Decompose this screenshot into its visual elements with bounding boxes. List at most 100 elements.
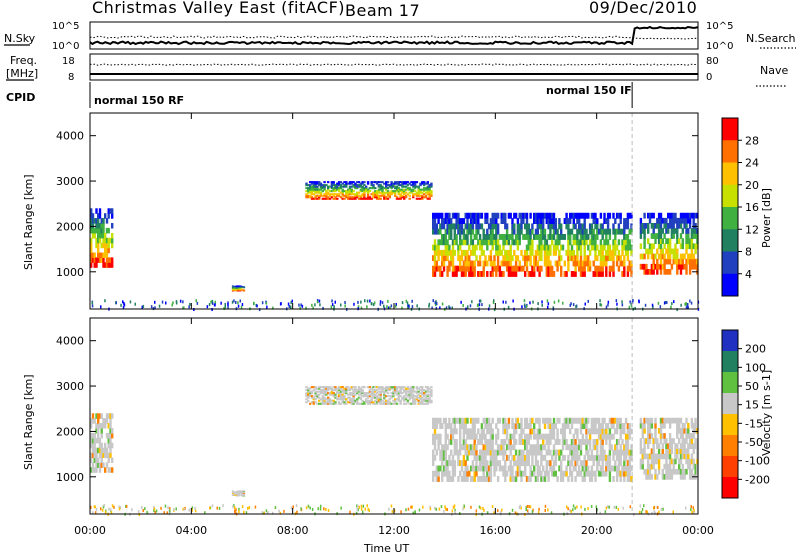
heatmap-cell xyxy=(455,265,458,272)
heatmap-cell xyxy=(667,463,670,470)
heatmap-cell xyxy=(321,187,324,190)
heatmap-cell xyxy=(477,417,480,424)
heatmap-cell xyxy=(227,301,229,305)
heatmap-cell xyxy=(478,223,482,230)
heatmap-cell xyxy=(478,239,482,246)
heatmap-cell xyxy=(105,247,109,254)
heatmap-cell xyxy=(437,218,440,224)
heatmap-cell xyxy=(491,433,494,440)
heatmap-cell xyxy=(690,238,694,244)
heatmap-cell xyxy=(608,428,612,435)
heatmap-cell xyxy=(314,187,317,190)
heatmap-cell xyxy=(397,191,400,194)
heatmap-cell xyxy=(363,395,366,398)
heatmap-cell xyxy=(681,443,684,449)
heatmap-cell xyxy=(643,212,646,219)
heatmap-cell xyxy=(473,428,476,435)
heatmap-cell xyxy=(610,423,613,429)
heatmap-cell xyxy=(370,187,373,190)
colorbar-swatch xyxy=(722,372,738,394)
heatmap-cell xyxy=(432,223,435,230)
heatmap-cell xyxy=(585,444,588,451)
heatmap-cell xyxy=(394,185,397,188)
heatmap-cell xyxy=(601,417,604,424)
heatmap-cell xyxy=(554,228,557,235)
heatmap-cell xyxy=(520,454,523,461)
heatmap-cell xyxy=(448,234,451,240)
heatmap-cell xyxy=(678,223,681,229)
heatmap-cell xyxy=(518,505,521,509)
heatmap-cell xyxy=(426,390,429,393)
heatmap-cell xyxy=(509,234,512,240)
heatmap-cell xyxy=(307,187,310,190)
heatmap-cell xyxy=(543,417,547,424)
heatmap-cell xyxy=(596,228,599,235)
heatmap-cell xyxy=(473,449,476,456)
heatmap-cell xyxy=(93,262,96,268)
heatmap-cell xyxy=(688,253,692,260)
heatmap-cell xyxy=(421,387,424,390)
heatmap-cell xyxy=(661,448,664,455)
heatmap-cell xyxy=(665,438,668,444)
heatmap-cell xyxy=(594,271,597,277)
heatmap-cell xyxy=(261,511,263,515)
heatmap-cell xyxy=(628,244,631,251)
heatmap-cell xyxy=(370,197,373,200)
heatmap-cell xyxy=(605,228,608,235)
heatmap-cell xyxy=(511,465,514,472)
heatmap-cell xyxy=(430,191,433,194)
heatmap-cell xyxy=(547,449,550,456)
heatmap-cell xyxy=(386,402,390,405)
heatmap-cell xyxy=(100,447,103,454)
heatmap-cell xyxy=(502,423,505,429)
heatmap-cell xyxy=(432,244,435,251)
heatmap-cell xyxy=(323,194,326,197)
heatmap-cell xyxy=(491,439,494,445)
heatmap-cell xyxy=(688,443,692,449)
heatmap-cell xyxy=(664,301,667,304)
heatmap-cell xyxy=(462,454,466,461)
heatmap-cell xyxy=(565,218,568,224)
heatmap-cell xyxy=(356,191,359,194)
heatmap-cell xyxy=(439,228,442,235)
heatmap-cell xyxy=(424,187,428,190)
heatmap-cell xyxy=(672,258,675,265)
heatmap-cell xyxy=(381,301,384,305)
heatmap-cell xyxy=(523,303,526,307)
heatmap-cell xyxy=(661,474,664,480)
heatmap-cell xyxy=(639,504,642,508)
heatmap-cell xyxy=(672,228,675,234)
heatmap-cell xyxy=(529,244,532,251)
heatmap-cell xyxy=(679,243,683,250)
heatmap-cell xyxy=(475,234,478,240)
heatmap-cell xyxy=(334,193,337,196)
heatmap-cell xyxy=(624,454,628,461)
heatmap-cell xyxy=(579,444,583,451)
heatmap-cell xyxy=(363,188,366,191)
heatmap-cell xyxy=(537,302,539,306)
heatmap-cell xyxy=(561,428,565,435)
heatmap-cell xyxy=(549,265,552,272)
heatmap-cell xyxy=(214,300,216,304)
heatmap-cell xyxy=(93,447,96,454)
heatmap-cell xyxy=(345,387,348,390)
heatmap-cell xyxy=(489,433,493,440)
heatmap-cell xyxy=(493,223,496,230)
heatmap-cell xyxy=(323,386,326,389)
heatmap-cell xyxy=(191,506,194,510)
heatmap-cell xyxy=(325,393,328,396)
heatmap-cell xyxy=(410,393,413,396)
heatmap-cell xyxy=(419,395,422,398)
heatmap-cell xyxy=(397,396,400,399)
heatmap-cell xyxy=(388,184,391,187)
heatmap-cell xyxy=(428,194,431,197)
heatmap-cell xyxy=(614,465,617,472)
heatmap-cell xyxy=(234,509,236,513)
heatmap-cell xyxy=(113,505,115,509)
heatmap-cell xyxy=(551,223,554,230)
heatmap-cell xyxy=(654,468,657,475)
heatmap-cell xyxy=(95,467,98,473)
heatmap-cell xyxy=(489,260,493,267)
heatmap-cell xyxy=(471,423,475,429)
